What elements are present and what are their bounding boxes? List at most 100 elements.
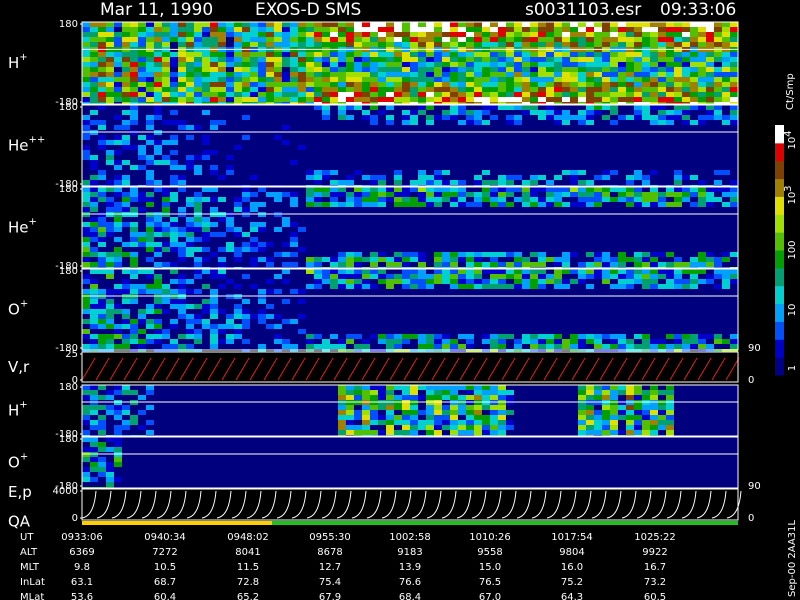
spectrogram-cell	[282, 269, 290, 274]
spectrogram-cell	[354, 52, 362, 57]
spectrogram-cell	[546, 115, 554, 120]
spectrogram-cell	[322, 67, 330, 72]
spectrogram-cell	[98, 87, 106, 92]
spectrogram-cell	[346, 97, 354, 102]
spectrogram-cell	[402, 334, 410, 339]
spectrogram-cell	[634, 92, 642, 97]
spectrogram-cell	[186, 62, 194, 67]
spectrogram-cell	[82, 437, 90, 442]
spectrogram-cell	[586, 180, 594, 185]
spectrogram-cell	[490, 405, 498, 410]
row-value: 1010:26	[469, 532, 511, 543]
spectrogram-cell	[250, 242, 258, 247]
spectrogram-cell	[258, 242, 266, 247]
spectrogram-cell	[306, 257, 314, 262]
spectrogram-cell	[410, 425, 418, 430]
spectrogram-cell	[418, 92, 426, 97]
spectrogram-cell	[178, 27, 186, 32]
spectrogram-cell	[482, 120, 490, 125]
spectrogram-cell	[250, 262, 258, 267]
spectrogram-cell	[402, 262, 410, 267]
spectrogram-cell	[378, 390, 386, 395]
spectrogram-cell	[578, 430, 586, 435]
spectrogram-cell	[122, 87, 130, 92]
spectrogram-cell	[90, 227, 98, 232]
spectrogram-cell	[298, 42, 306, 47]
spectrogram-cell	[106, 269, 114, 274]
spectrogram-cell	[714, 274, 722, 279]
spectrogram-cell	[650, 52, 658, 57]
spectrogram-cell	[202, 150, 210, 155]
spectrogram-cell	[170, 192, 178, 197]
colorbar-label: 10	[787, 304, 798, 317]
spectrogram-cell	[594, 187, 602, 192]
spectrogram-cell	[610, 262, 618, 267]
spectrogram-cell	[474, 192, 482, 197]
spectrogram-cell	[450, 105, 458, 110]
spectrogram-cell	[410, 385, 418, 390]
spectrogram-cell	[586, 22, 594, 27]
spectrogram-cell	[426, 405, 434, 410]
spectrogram-cell	[722, 284, 730, 289]
spectrogram-cell	[90, 390, 98, 395]
y-tick-label: 4000	[53, 486, 78, 497]
spectrogram-cell	[298, 27, 306, 32]
spectrogram-cell	[114, 227, 122, 232]
spectrogram-cell	[674, 192, 682, 197]
spectrogram-cell	[194, 125, 202, 130]
spectrogram-cell	[634, 67, 642, 72]
spectrogram-cell	[106, 67, 114, 72]
spectrogram-cell	[722, 52, 730, 57]
spectrogram-cell	[258, 344, 266, 349]
spectrogram-cell	[130, 262, 138, 267]
spectrogram-cell	[730, 252, 738, 257]
spectrogram-cell	[346, 425, 354, 430]
spectrogram-cell	[546, 334, 554, 339]
spectrogram-cell	[426, 27, 434, 32]
spectrogram-cell	[714, 72, 722, 77]
spectrogram-cell	[122, 334, 130, 339]
spectrogram-cell	[186, 67, 194, 72]
spectrogram-cell	[202, 247, 210, 252]
spectrogram-cell	[170, 344, 178, 349]
spectrogram-cell	[562, 67, 570, 72]
spectrogram-cell	[546, 37, 554, 42]
spectrogram-cell	[722, 32, 730, 37]
spectrogram-cell	[114, 52, 122, 57]
spectrogram-cell	[602, 115, 610, 120]
panel-frame	[81, 488, 739, 521]
colorbar-base: 1	[787, 365, 798, 371]
spectrogram-cell	[538, 274, 546, 279]
spectrogram-cell	[122, 289, 130, 294]
spectrogram-cell	[498, 385, 506, 390]
spectrogram-cell	[458, 27, 466, 32]
spectrogram-cell	[250, 67, 258, 72]
row-value: 60.5	[644, 592, 666, 600]
spectrogram-cell	[594, 425, 602, 430]
spectrogram-cell	[194, 72, 202, 77]
spectrogram-cell	[98, 334, 106, 339]
spectrogram-cell	[474, 175, 482, 180]
right-tick-label: 0	[748, 513, 754, 524]
spectrogram-cell	[442, 252, 450, 257]
spectrogram-cell	[146, 92, 154, 97]
spectrogram-cell	[562, 344, 570, 349]
spectrogram-cell	[218, 262, 226, 267]
spectrogram-cell	[346, 395, 354, 400]
spectrogram-cell	[586, 197, 594, 202]
spectrogram-cell	[722, 339, 730, 344]
spectrogram-cell	[170, 180, 178, 185]
spectrogram-cell	[450, 32, 458, 37]
spectrogram-cell	[146, 247, 154, 252]
spectrogram-cell	[690, 72, 698, 77]
spectrogram-cell	[666, 385, 674, 390]
spectrogram-cell	[202, 37, 210, 42]
spectrogram-cell	[130, 120, 138, 125]
spectrogram-cell	[194, 247, 202, 252]
spectrogram-cell	[82, 329, 90, 334]
spectrogram-cell	[674, 274, 682, 279]
spectrogram-cell	[170, 324, 178, 329]
spectrogram-cell	[338, 180, 346, 185]
spectrogram-cell	[634, 334, 642, 339]
spectrogram-cell	[450, 37, 458, 42]
